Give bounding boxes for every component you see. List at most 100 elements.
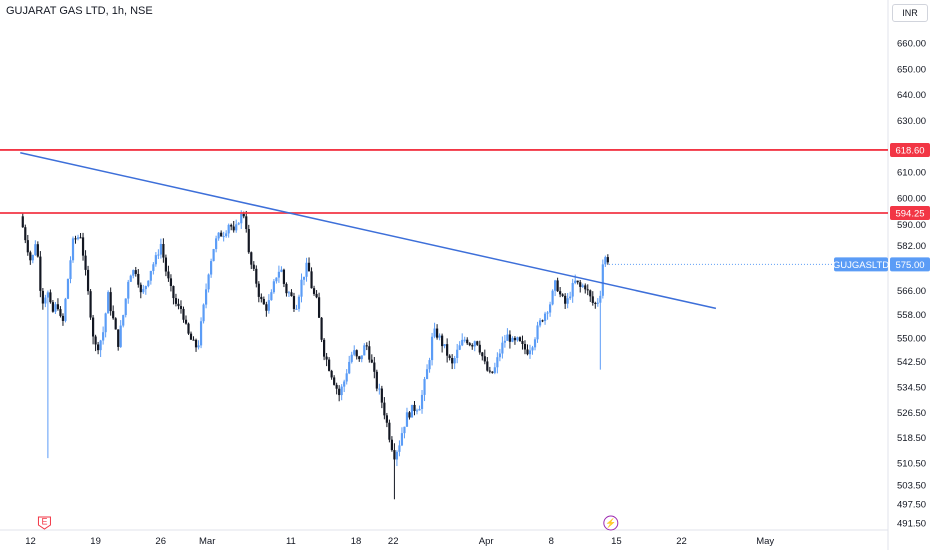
- y-tick-label: 566.00: [897, 286, 926, 297]
- candle-body: [383, 402, 386, 416]
- candle-body: [478, 344, 481, 353]
- candle-body: [287, 292, 291, 294]
- candle-body: [51, 302, 55, 312]
- candle-body: [69, 260, 72, 280]
- candle-body: [323, 339, 326, 357]
- candle-body: [425, 369, 429, 380]
- candle-body: [230, 224, 233, 227]
- candle-body: [257, 283, 260, 297]
- candle-body: [541, 320, 544, 322]
- x-tick-label: Mar: [199, 536, 215, 547]
- candle-body: [227, 224, 230, 234]
- candle-body: [49, 292, 52, 303]
- candle-body: [127, 281, 130, 299]
- candle-body: [408, 412, 411, 418]
- candle-body: [330, 370, 333, 378]
- x-tick-label: 8: [549, 536, 554, 547]
- y-tick-label: 503.50: [897, 481, 926, 492]
- y-tick-label: 600.00: [897, 194, 926, 205]
- candle-body: [212, 249, 215, 262]
- candle-body: [250, 252, 253, 265]
- candle-body: [39, 256, 42, 291]
- candle-body: [584, 285, 587, 290]
- x-tick-label: 22: [676, 536, 687, 547]
- x-tick-label: Apr: [479, 536, 494, 547]
- candle-body: [601, 264, 604, 296]
- candle-body: [46, 292, 49, 298]
- candle-body: [79, 237, 82, 239]
- candle-body: [290, 292, 293, 297]
- candle-body: [114, 318, 117, 330]
- candle-body: [581, 285, 584, 287]
- candle-body: [199, 321, 203, 346]
- candle-body: [536, 325, 539, 340]
- x-tick-label: May: [756, 536, 774, 547]
- candle-body: [556, 280, 559, 292]
- candle-body: [423, 379, 426, 395]
- candle-body: [29, 252, 32, 261]
- candle-body: [76, 237, 80, 239]
- candle-body: [245, 216, 248, 230]
- candle-body: [441, 335, 444, 347]
- candle-body: [260, 296, 263, 300]
- candle-body: [430, 336, 434, 361]
- candle-body: [420, 394, 424, 409]
- candle-body: [21, 216, 24, 228]
- candle-body: [345, 373, 348, 382]
- candle-body: [358, 356, 361, 360]
- candle-body: [518, 337, 522, 342]
- candle-body: [591, 296, 594, 303]
- candle-body: [86, 269, 90, 292]
- candle-body: [302, 276, 306, 280]
- candle-body: [468, 343, 471, 346]
- candle-body: [44, 297, 47, 304]
- candle-body: [225, 233, 228, 237]
- candle-body: [81, 237, 85, 256]
- candle-body: [388, 422, 391, 440]
- candle-body: [270, 292, 273, 301]
- candle-body: [147, 280, 150, 287]
- candle-body: [262, 299, 265, 305]
- candle-body: [54, 304, 57, 312]
- candle-body: [491, 371, 494, 373]
- candle-body: [152, 264, 155, 271]
- candle-body: [237, 223, 240, 225]
- candle-body: [31, 254, 34, 261]
- candle-body: [531, 347, 534, 351]
- candle-body: [398, 445, 401, 452]
- y-tick-label: 491.50: [897, 519, 926, 530]
- candle-body: [390, 439, 393, 451]
- candle-body: [516, 337, 519, 341]
- candle-body: [295, 308, 298, 310]
- candle-body: [488, 370, 491, 372]
- candle-body: [207, 274, 210, 290]
- currency-button[interactable]: INR: [892, 4, 928, 22]
- candle-body: [97, 344, 100, 351]
- candle-body: [187, 323, 190, 334]
- candle-body: [282, 269, 286, 284]
- y-tick-label: 558.00: [897, 310, 926, 321]
- candle-body: [594, 302, 597, 304]
- candle-body: [317, 297, 321, 318]
- candle-body: [182, 308, 185, 320]
- candle-body: [350, 354, 353, 362]
- candle-body: [137, 273, 140, 285]
- candle-body: [59, 309, 62, 316]
- level-price-text: 618.60: [895, 145, 924, 156]
- y-tick-label: 610.00: [897, 168, 926, 179]
- earnings-event-marker: [37, 516, 51, 530]
- x-tick-label: 26: [155, 536, 166, 547]
- candle-body: [56, 304, 60, 310]
- candle-body: [139, 284, 142, 293]
- candle-body: [604, 257, 607, 265]
- candle-body: [240, 213, 243, 224]
- x-tick-label: 18: [351, 536, 362, 547]
- y-tick-label: 497.50: [897, 500, 926, 511]
- candle-body: [569, 296, 572, 299]
- candle-body: [543, 313, 547, 321]
- candle-body: [192, 339, 195, 341]
- candle-body: [554, 280, 557, 291]
- candle-body: [528, 350, 532, 355]
- candle-body: [576, 280, 579, 283]
